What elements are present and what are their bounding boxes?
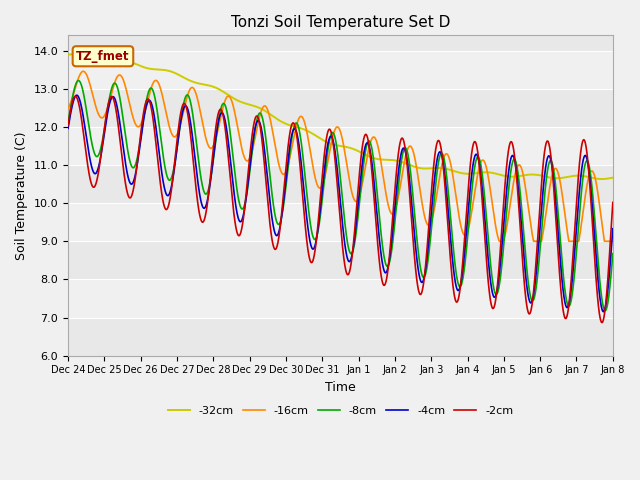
-2cm	[297, 171, 305, 177]
-16cm	[609, 239, 617, 244]
-32cm	[540, 173, 547, 179]
-16cm	[297, 113, 305, 119]
-2cm	[609, 200, 617, 205]
-2cm	[273, 243, 281, 249]
-8cm	[127, 160, 134, 166]
-4cm	[159, 176, 166, 181]
-4cm	[540, 182, 547, 188]
-16cm	[159, 94, 166, 100]
Line: -4cm: -4cm	[68, 95, 613, 312]
-32cm	[127, 59, 134, 65]
-8cm	[159, 149, 166, 155]
-4cm	[609, 226, 617, 231]
Title: Tonzi Soil Temperature Set D: Tonzi Soil Temperature Set D	[231, 15, 450, 30]
Bar	[68, 241, 613, 279]
-4cm	[73, 92, 81, 98]
Bar	[68, 165, 613, 203]
-8cm	[609, 251, 617, 257]
-4cm	[127, 180, 134, 186]
-8cm	[273, 220, 281, 226]
-16cm	[79, 69, 87, 74]
Bar	[68, 317, 613, 356]
-8cm	[598, 299, 606, 304]
Legend: -32cm, -16cm, -8cm, -4cm, -2cm: -32cm, -16cm, -8cm, -4cm, -2cm	[163, 402, 518, 420]
-4cm	[600, 309, 607, 314]
Bar	[68, 279, 613, 317]
-8cm	[64, 119, 72, 125]
-8cm	[540, 204, 547, 209]
Bar	[68, 89, 613, 127]
Line: -8cm: -8cm	[68, 81, 613, 311]
Line: -32cm: -32cm	[68, 54, 613, 179]
-32cm	[159, 67, 166, 72]
-4cm	[598, 307, 606, 313]
-2cm	[64, 122, 72, 128]
Y-axis label: Soil Temperature (C): Soil Temperature (C)	[15, 131, 28, 260]
-2cm	[598, 319, 606, 325]
-8cm	[297, 136, 305, 142]
-32cm	[273, 116, 281, 122]
-2cm	[540, 157, 547, 163]
-8cm	[74, 78, 82, 84]
-4cm	[64, 126, 72, 132]
-32cm	[72, 51, 80, 57]
Bar	[68, 203, 613, 241]
-4cm	[297, 156, 305, 162]
Bar	[68, 50, 613, 89]
X-axis label: Time: Time	[325, 381, 356, 394]
-16cm	[64, 105, 72, 111]
-16cm	[273, 154, 281, 159]
Line: -16cm: -16cm	[68, 72, 613, 241]
-32cm	[64, 52, 72, 58]
Bar	[68, 12, 613, 50]
-32cm	[297, 125, 305, 131]
-16cm	[598, 225, 606, 230]
-16cm	[540, 226, 548, 231]
-32cm	[598, 176, 605, 182]
Bar	[68, 127, 613, 165]
-4cm	[273, 233, 281, 239]
Text: TZ_fmet: TZ_fmet	[76, 50, 130, 63]
-8cm	[602, 308, 609, 313]
-32cm	[598, 176, 606, 182]
-16cm	[127, 104, 134, 110]
-2cm	[159, 196, 166, 202]
-2cm	[127, 195, 134, 201]
-16cm	[495, 239, 503, 244]
Line: -2cm: -2cm	[68, 96, 613, 323]
-2cm	[72, 94, 79, 99]
-2cm	[598, 320, 605, 325]
-32cm	[609, 175, 617, 180]
